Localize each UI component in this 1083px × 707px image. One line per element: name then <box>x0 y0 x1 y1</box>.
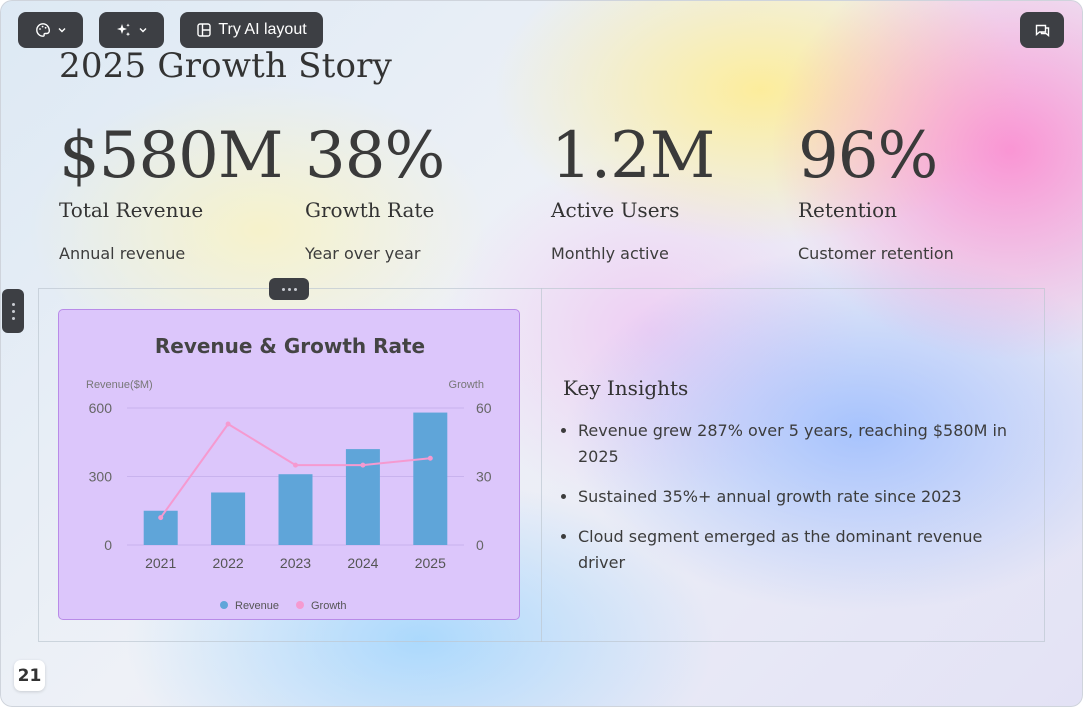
legend-growth-label: Growth <box>311 600 346 612</box>
palette-icon <box>35 23 50 37</box>
layout-icon <box>197 23 212 37</box>
stat-total-revenue: $580M Total Revenue Annual revenue <box>59 118 289 263</box>
growth-point <box>293 462 298 468</box>
growth-point <box>158 515 164 521</box>
stat-subtext: Monthly active <box>551 244 669 263</box>
chart-title: Revenue & Growth Rate <box>155 334 425 358</box>
insight-item: Revenue grew 287% over 5 years, reaching… <box>578 418 1033 470</box>
stat-label: Total Revenue <box>59 198 204 222</box>
stat-subtext: Annual revenue <box>59 244 186 263</box>
page-number-badge[interactable]: 21 <box>14 660 45 691</box>
x-tick-label: 2022 <box>213 555 244 571</box>
theme-dropdown-button[interactable] <box>18 12 83 48</box>
insights-list: Revenue grew 287% over 5 years, reaching… <box>563 418 1033 576</box>
y-left-axis-label: Revenue($M) <box>86 379 153 391</box>
bar <box>278 474 313 545</box>
ai-dropdown-button[interactable] <box>99 12 164 48</box>
legend-growth-swatch <box>296 601 304 609</box>
chevron-down-icon <box>58 28 65 33</box>
comments-icon <box>1035 24 1049 37</box>
y-right-tick-label: 30 <box>476 469 492 485</box>
stat-subtext: Customer retention <box>798 244 954 263</box>
sparkles-icon <box>117 23 131 36</box>
insight-item: Sustained 35%+ annual growth rate since … <box>578 484 1033 510</box>
legend-revenue-swatch <box>220 601 228 609</box>
stat-value: $580M <box>59 119 283 193</box>
chevron-down-icon <box>139 28 147 33</box>
bar <box>211 492 246 545</box>
slide-title: 2025 Growth Story <box>59 46 392 86</box>
stat-label: Active Users <box>551 198 680 222</box>
column-divider <box>541 288 542 642</box>
y-left-tick-label: 300 <box>89 469 113 485</box>
block-drag-handle[interactable] <box>2 289 24 333</box>
stat-value: 1.2M <box>551 119 715 193</box>
revenue-growth-chart: Revenue & Growth Rate Revenue($M) Growth 0 3… <box>86 334 492 612</box>
growth-point <box>427 455 433 461</box>
more-dots-icon <box>281 287 297 291</box>
growth-point <box>360 462 366 468</box>
stat-retention: 96% Retention Customer retention <box>798 118 1028 263</box>
y-left-tick-label: 600 <box>89 400 113 416</box>
insight-item: Cloud segment emerged as the dominant re… <box>578 524 1033 576</box>
try-ai-layout-label: Try AI layout <box>218 21 307 38</box>
x-tick-label: 2025 <box>415 555 446 571</box>
chart-card[interactable]: Revenue & Growth Rate Revenue($M) Growth 0 3… <box>58 309 520 620</box>
stat-label: Retention <box>798 198 898 222</box>
x-tick-label: 2021 <box>145 555 176 571</box>
stat-active-users: 1.2M Active Users Monthly active <box>551 118 781 263</box>
y-right-axis-label: Growth <box>449 379 484 391</box>
y-right-tick-label: 0 <box>476 537 484 553</box>
y-left-tick-label: 0 <box>104 537 112 553</box>
stat-label: Growth Rate <box>305 198 435 222</box>
stat-value: 38% <box>305 119 445 193</box>
try-ai-layout-button[interactable]: Try AI layout <box>180 12 323 48</box>
comments-button[interactable] <box>1020 12 1064 48</box>
stat-growth-rate: 38% Growth Rate Year over year <box>305 118 535 263</box>
legend-revenue-label: Revenue <box>235 600 279 612</box>
stat-subtext: Year over year <box>305 244 421 263</box>
insights-title: Key Insights <box>563 376 689 400</box>
y-right-tick-label: 60 <box>476 400 492 416</box>
stat-value: 96% <box>798 119 938 193</box>
bar <box>413 412 448 545</box>
row-drag-handle[interactable] <box>269 278 309 300</box>
x-tick-label: 2024 <box>347 555 378 571</box>
key-insights: Key Insights Revenue grew 287% over 5 ye… <box>563 376 1033 590</box>
drag-dots-icon <box>11 302 15 320</box>
growth-point <box>225 421 231 427</box>
x-tick-label: 2023 <box>280 555 311 571</box>
